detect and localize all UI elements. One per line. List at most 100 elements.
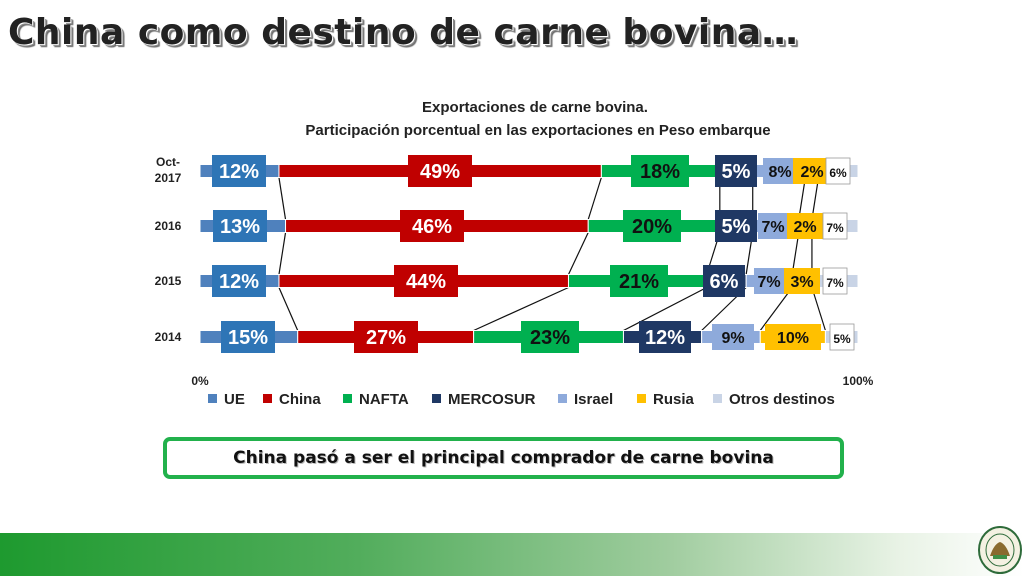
data-label: 3% xyxy=(790,274,813,291)
data-label: 20% xyxy=(632,216,672,238)
data-label-box xyxy=(631,155,689,187)
data-label: 44% xyxy=(406,271,446,293)
chart-subtitle: Participación porcentual en las exportac… xyxy=(305,122,770,139)
data-label-box xyxy=(213,210,267,242)
data-label-box xyxy=(623,210,681,242)
series-lines xyxy=(278,177,826,332)
series-line xyxy=(811,177,820,220)
data-label: 21% xyxy=(619,271,659,293)
data-label: 10% xyxy=(777,330,809,347)
data-label: 7% xyxy=(826,221,844,235)
category-labels-group: Oct- 2017 2016 2015 2014 xyxy=(155,155,182,344)
data-label: 12% xyxy=(645,327,685,349)
data-label-box xyxy=(212,155,266,187)
data-label: 15% xyxy=(228,327,268,349)
data-label: 5% xyxy=(722,161,751,183)
data-label: 2% xyxy=(793,219,816,236)
data-label-box xyxy=(715,155,757,187)
data-label: 6% xyxy=(829,166,847,180)
data-label-box xyxy=(715,210,757,242)
data-label: 7% xyxy=(826,276,844,290)
legend-swatch xyxy=(558,394,567,403)
data-label-box xyxy=(212,265,266,297)
legend-label: Otros destinos xyxy=(729,391,835,408)
data-label-box xyxy=(521,321,579,353)
data-label: 8% xyxy=(768,164,791,181)
x-tick-label: 100% xyxy=(843,374,874,388)
data-label-box xyxy=(829,323,855,351)
data-label: 12% xyxy=(219,161,259,183)
data-label: 2% xyxy=(800,164,823,181)
legend-label: NAFTA xyxy=(359,391,409,408)
legend-label: Israel xyxy=(574,391,613,408)
chart-title: Exportaciones de carne bovina. xyxy=(422,99,648,116)
data-label: 18% xyxy=(640,161,680,183)
legend: UE China NAFTA MERCOSUR Israel Rusia Otros des… xyxy=(208,391,835,408)
data-label-box xyxy=(763,158,797,184)
data-label-box xyxy=(394,265,458,297)
slide-title: China como destino de carne bovina… xyxy=(8,12,799,53)
data-label-box xyxy=(408,155,472,187)
series-line xyxy=(567,232,589,275)
bars-group xyxy=(199,164,859,344)
series-line xyxy=(278,177,287,220)
series-line xyxy=(278,232,287,275)
legend-swatch xyxy=(343,394,352,403)
legend-swatch xyxy=(713,394,722,403)
legend-label: Rusia xyxy=(653,391,695,408)
data-label-box xyxy=(787,213,823,239)
legend-label: China xyxy=(279,391,321,408)
data-label-box xyxy=(703,265,745,297)
data-label-box xyxy=(221,321,275,353)
series-line xyxy=(623,286,707,332)
category-label: 2017 xyxy=(155,171,182,185)
data-label: 27% xyxy=(366,327,406,349)
data-label: 7% xyxy=(757,274,780,291)
callout-text: China pasó a ser el principal comprador … xyxy=(233,448,774,468)
series-line xyxy=(473,286,569,332)
data-label: 13% xyxy=(220,216,260,238)
legend-swatch xyxy=(263,394,272,403)
data-label-box xyxy=(754,268,784,294)
data-label-box xyxy=(825,157,851,185)
series-line xyxy=(791,232,800,275)
association-seal-logo xyxy=(978,526,1022,574)
legend-swatch xyxy=(208,394,217,403)
series-line xyxy=(278,287,299,331)
data-label-box xyxy=(765,324,821,350)
x-tick-label: 0% xyxy=(191,374,209,388)
category-label: 2016 xyxy=(155,219,182,233)
data-label: 6% xyxy=(710,271,739,293)
data-labels-group: 12% 49% 18% 5% 8% 2% 6% 13% 46% 20% 5% 7% 2% 7% 12% 44%… xyxy=(212,155,855,353)
series-line xyxy=(587,177,602,220)
x-axis-ticks: 0% 100% xyxy=(191,374,873,388)
data-label: 46% xyxy=(412,216,452,238)
data-label-box xyxy=(758,213,788,239)
data-label-box xyxy=(354,321,418,353)
data-label: 9% xyxy=(721,330,744,347)
data-label: 5% xyxy=(833,332,851,346)
data-label-box xyxy=(639,321,691,353)
category-label: 2014 xyxy=(155,330,182,344)
legend-swatch xyxy=(432,394,441,403)
legend-label: UE xyxy=(224,391,245,408)
category-label: Oct- xyxy=(156,155,180,169)
data-label-box xyxy=(822,212,848,240)
data-label: 49% xyxy=(420,161,460,183)
legend-swatch xyxy=(637,394,646,403)
data-label-box xyxy=(400,210,464,242)
series-line xyxy=(811,287,826,331)
category-label: 2015 xyxy=(155,274,182,288)
series-line xyxy=(798,177,806,220)
data-label-box xyxy=(793,158,831,184)
callout-box: China pasó a ser el principal comprador … xyxy=(163,437,844,479)
data-label: 23% xyxy=(530,327,570,349)
data-label-box xyxy=(712,324,754,350)
data-label: 5% xyxy=(722,216,751,238)
data-label: 12% xyxy=(219,271,259,293)
stacked-bar-chart: Exportaciones de carne bovina. Participa… xyxy=(155,99,874,408)
data-label-box xyxy=(784,268,820,294)
data-label: 7% xyxy=(761,219,784,236)
footer-band xyxy=(0,533,1024,576)
legend-label: MERCOSUR xyxy=(448,391,536,408)
